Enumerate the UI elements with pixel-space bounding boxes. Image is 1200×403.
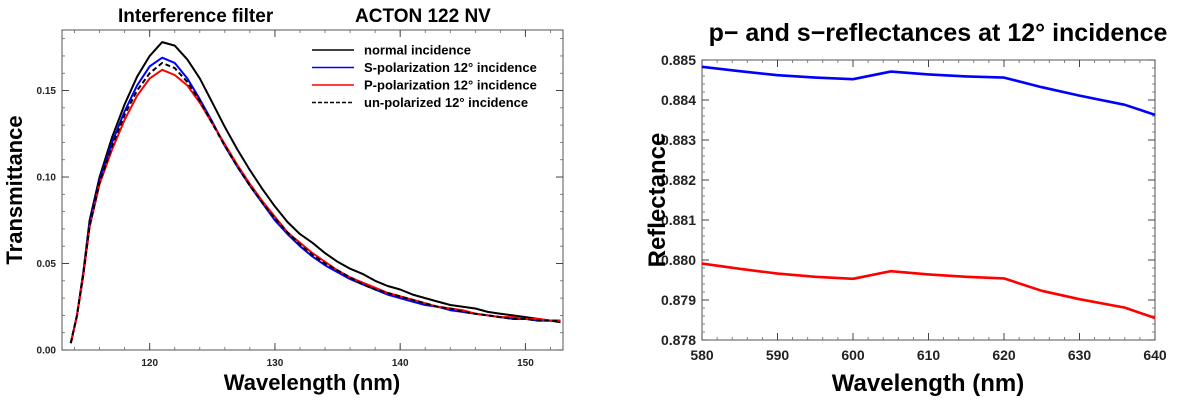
y-tick-label: 0.878 bbox=[661, 332, 696, 348]
y-tick-label: 0.885 bbox=[661, 52, 696, 68]
x-tick-label: 610 bbox=[917, 347, 941, 363]
x-tick-label: 620 bbox=[992, 347, 1016, 363]
chart-title-right: p− and s−reflectances at 12° incidence bbox=[709, 19, 1168, 47]
legend-label: P-polarization 12° incidence bbox=[364, 78, 537, 93]
y-tick-label: 0.884 bbox=[661, 92, 696, 108]
series-line-4 bbox=[69, 61, 561, 344]
y-tick-label: 0.883 bbox=[661, 132, 696, 148]
x-tick-label: 580 bbox=[690, 347, 714, 363]
y-tick-label: 0.880 bbox=[661, 252, 696, 268]
y-axis-label: Transmittance bbox=[2, 115, 27, 264]
x-tick-label: 640 bbox=[1143, 347, 1167, 363]
x-axis-label: Wavelength (nm) bbox=[224, 370, 400, 395]
y-tick-label: 0.10 bbox=[37, 173, 57, 184]
x-tick-label: 590 bbox=[766, 347, 790, 363]
x-tick-label: 600 bbox=[841, 347, 865, 363]
series-line-1 bbox=[69, 41, 561, 344]
y-tick-label: 0.881 bbox=[661, 212, 696, 228]
series-line-1 bbox=[701, 65, 1156, 117]
x-tick-label: 130 bbox=[267, 358, 284, 369]
legend-label: un-polarized 12° incidence bbox=[364, 95, 528, 110]
x-tick-label: 140 bbox=[392, 358, 409, 369]
y-tick-label: 0.15 bbox=[37, 86, 57, 97]
x-tick-label: 150 bbox=[517, 358, 534, 369]
chart-title: Interference filter bbox=[118, 6, 274, 27]
x-tick-label: 630 bbox=[1068, 347, 1092, 363]
plot-frame bbox=[701, 59, 1156, 341]
y-tick-label: 0.879 bbox=[661, 292, 696, 308]
y-tick-label: 0.882 bbox=[661, 172, 696, 188]
x-axis-label: Wavelength (nm) bbox=[832, 370, 1024, 397]
y-tick-label: 0.05 bbox=[37, 259, 57, 270]
y-axis-label: Reflectance bbox=[644, 133, 671, 268]
series-line-2 bbox=[701, 262, 1156, 320]
series-line-3 bbox=[69, 68, 561, 344]
x-tick-label: 120 bbox=[141, 358, 158, 369]
legend-label: S-polarization 12° incidence bbox=[364, 60, 537, 75]
chart-subtitle: ACTON 122 NV bbox=[355, 6, 491, 27]
y-tick-label: 0.00 bbox=[37, 346, 57, 357]
plot-frame bbox=[61, 29, 564, 351]
legend-label: normal incidence bbox=[364, 43, 471, 58]
